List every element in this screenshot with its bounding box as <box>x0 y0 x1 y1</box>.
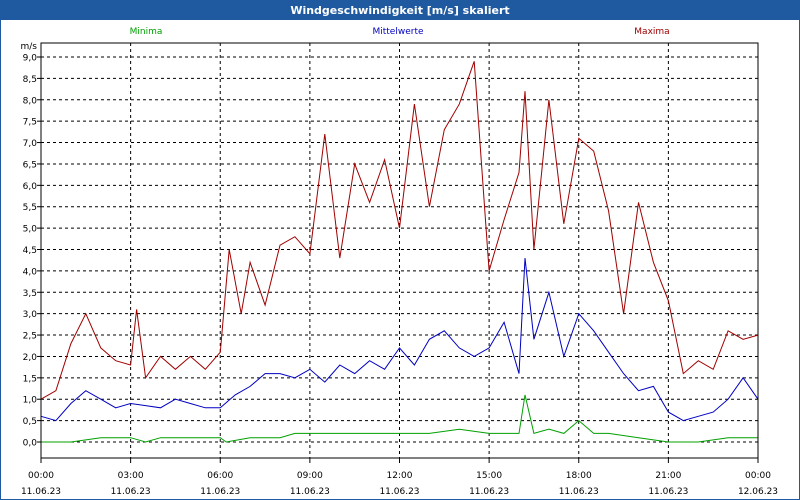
x-tick-time: 18:00 <box>566 471 592 481</box>
x-tick-date: 11.06.23 <box>111 487 151 497</box>
x-tick-time: 03:00 <box>118 471 144 481</box>
plot-frame <box>40 42 759 459</box>
x-tick-date: 11.06.23 <box>200 487 240 497</box>
x-tick-date: 11.06.23 <box>290 487 330 497</box>
y-tick-label: 0,5 <box>23 417 37 427</box>
y-tick-label: 1,0 <box>23 396 38 406</box>
x-tick-date: 12.06.23 <box>738 487 778 497</box>
x-tick-date: 11.06.23 <box>648 487 688 497</box>
x-tick-date: 11.06.23 <box>559 487 599 497</box>
y-axis-unit: m/s <box>21 42 38 52</box>
series-lines <box>40 61 759 443</box>
legend-mittelwerte: Mittelwerte <box>372 27 423 37</box>
x-tick-time: 06:00 <box>207 471 233 481</box>
y-tick-label: 5,5 <box>23 203 37 213</box>
labels: 0,0 0,5 1,0 1,5 2,0 2,5 3,0 3,5 4,0 4,5 5,0 5,5 6,0 6… <box>21 27 779 497</box>
x-tick-date: 11.06.23 <box>379 487 419 497</box>
y-tick-label: 2,5 <box>23 332 37 342</box>
x-tick-time: 00:00 <box>28 471 54 481</box>
y-tick-label: 1,5 <box>23 374 37 384</box>
y-tick-label: 4,5 <box>23 246 37 256</box>
series-line-maxima <box>40 61 759 400</box>
y-tick-label: 8,5 <box>23 75 37 85</box>
series-line-mittelwerte <box>40 258 759 422</box>
y-tick-label: 5,0 <box>23 225 38 235</box>
legend-maxima: Maxima <box>634 27 669 37</box>
y-tick-label: 3,5 <box>23 289 37 299</box>
y-tick-label: 9,0 <box>23 54 38 64</box>
x-tick-time: 00:00 <box>745 471 771 481</box>
y-tick-label: 7,0 <box>23 139 38 149</box>
y-tick-label: 0,0 <box>23 439 38 449</box>
y-tick-label: 4,0 <box>23 267 38 277</box>
x-tick-time: 12:00 <box>387 471 413 481</box>
window-title: Windgeschwindigkeit [m/s] skaliert <box>1 1 799 20</box>
y-tick-label: 7,5 <box>23 118 37 128</box>
x-tick-time: 15:00 <box>476 471 502 481</box>
y-tick-label: 6,0 <box>23 182 38 192</box>
y-tick-label: 2,0 <box>23 353 38 363</box>
y-tick-label: 6,5 <box>23 160 37 170</box>
x-tick-date: 11.06.23 <box>21 487 61 497</box>
series-line-minima <box>41 394 758 443</box>
y-tick-label: 8,0 <box>23 96 38 106</box>
axes <box>37 42 759 463</box>
x-tick-time: 09:00 <box>297 471 323 481</box>
x-tick-time: 21:00 <box>655 471 681 481</box>
x-tick-date: 11.06.23 <box>469 487 509 497</box>
legend-minima: Minima <box>130 27 163 37</box>
y-tick-label: 3,0 <box>23 310 38 320</box>
